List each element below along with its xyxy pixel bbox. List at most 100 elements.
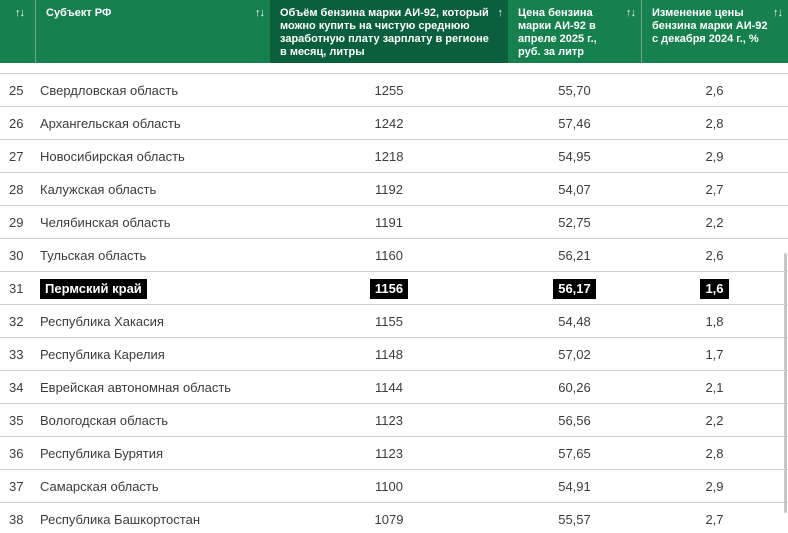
table-row: 36 Республика Бурятия 1123 57,65 2,8: [0, 437, 788, 470]
region-cell: Республика Башкортостан: [35, 512, 270, 527]
change-value: 2,8: [705, 115, 724, 131]
volume-value: 1191: [375, 214, 403, 230]
change-cell: 2,2: [641, 413, 788, 428]
volume-value: 1079: [374, 511, 404, 527]
sort-icon: ↑↓: [773, 7, 783, 19]
region-label: Республика Башкортостан: [40, 511, 200, 527]
table-row: 38 Республика Башкортостан 1079 55,57 2,…: [0, 503, 788, 533]
region-label: Вологодская область: [40, 412, 169, 428]
table-header: ↑↓ Субъект РФ ↑↓ Объём бензина марки АИ-…: [0, 0, 788, 63]
price-cell: 57,46: [508, 116, 641, 131]
sort-icon: ↑↓: [15, 7, 25, 19]
rank-cell: 35: [9, 412, 24, 428]
table-row: 31 Пермский край 1156 56,17 1,6: [0, 272, 788, 305]
volume-value: 1160: [375, 247, 403, 263]
region-cell: Республика Бурятия: [35, 446, 270, 461]
region-cell: Республика Хакасия: [35, 314, 270, 329]
volume-value: 1123: [375, 445, 403, 461]
price-cell: 52,75: [508, 215, 641, 230]
volume-cell: 1079: [270, 512, 508, 527]
change-cell: 2,6: [641, 248, 788, 263]
region-cell: Архангельская область: [35, 116, 270, 131]
table-row: 30 Тульская область 1160 56,21 2,6: [0, 239, 788, 272]
change-value: 2,7: [705, 511, 724, 527]
change-cell: 2,8: [641, 116, 788, 131]
volume-cell: 1123: [270, 446, 508, 461]
change-cell: 2,7: [641, 512, 788, 527]
volume-value: 1155: [375, 313, 403, 329]
change-cell: 2,6: [641, 83, 788, 98]
volume-value: 1255: [374, 82, 404, 98]
price-value: 54,07: [558, 181, 591, 197]
table-row: 26 Архангельская область 1242 57,46 2,8: [0, 107, 788, 140]
price-value: 60,26: [558, 379, 591, 395]
table-row: 28 Калужская область 1192 54,07 2,7: [0, 173, 788, 206]
price-cell: 56,56: [508, 413, 641, 428]
region-label: Еврейская автономная область: [40, 379, 232, 395]
rank-cell: 34: [9, 379, 24, 395]
region-cell: Челябинская область: [35, 215, 270, 230]
volume-cell: 1155: [270, 314, 508, 329]
volume-value: 1148: [375, 346, 403, 362]
volume-cell: 1144: [270, 380, 508, 395]
price-value: 52,75: [558, 214, 591, 230]
price-value: 54,48: [558, 313, 591, 329]
table-row: 32 Республика Хакасия 1155 54,48 1,8: [0, 305, 788, 338]
table-row: 34 Еврейская автономная область 1144 60,…: [0, 371, 788, 404]
price-value: 54,91: [558, 478, 591, 494]
volume-value: 1242: [374, 115, 404, 131]
price-value: 57,02: [558, 346, 591, 362]
rank-cell: 38: [9, 511, 24, 527]
change-value: 1,7: [705, 346, 724, 362]
price-value: 56,56: [558, 412, 591, 428]
price-value: 55,70: [558, 82, 591, 98]
table-body: 25 Свердловская область 1255 55,70 2,6 2…: [0, 73, 788, 533]
vertical-scrollbar-thumb[interactable]: [784, 253, 787, 513]
column-header-rank[interactable]: ↑↓: [0, 0, 35, 63]
column-header-price[interactable]: Цена бензина марки АИ-92 в апреле 2025 г…: [508, 0, 641, 63]
volume-cell: 1100: [270, 479, 508, 494]
column-header-region[interactable]: Субъект РФ ↑↓: [35, 0, 270, 63]
volume-cell: 1148: [270, 347, 508, 362]
region-cell: Тульская область: [35, 248, 270, 263]
price-cell: 57,65: [508, 446, 641, 461]
table-row: 33 Республика Карелия 1148 57,02 1,7: [0, 338, 788, 371]
price-cell: 57,02: [508, 347, 641, 362]
volume-cell: 1242: [270, 116, 508, 131]
change-cell: 2,1: [641, 380, 788, 395]
rank-cell: 28: [9, 181, 24, 197]
change-value: 1,6: [700, 278, 729, 299]
region-cell: Калужская область: [35, 182, 270, 197]
volume-cell: 1123: [270, 413, 508, 428]
change-cell: 2,7: [641, 182, 788, 197]
price-value: 54,95: [558, 148, 591, 164]
sort-asc-icon: ↑: [497, 7, 503, 19]
price-cell: 54,48: [508, 314, 641, 329]
column-header-change[interactable]: Изменение цены бензина марки АИ-92 с дек…: [641, 0, 788, 63]
region-cell: Вологодская область: [35, 413, 270, 428]
region-label: Республика Хакасия: [40, 313, 164, 329]
column-header-label: Изменение цены бензина марки АИ-92 с дек…: [652, 7, 768, 45]
change-cell: 2,2: [641, 215, 788, 230]
change-cell: 1,7: [641, 347, 788, 362]
rank-cell: 30: [9, 247, 24, 263]
region-label: Самарская область: [40, 478, 159, 494]
volume-cell: 1191: [270, 215, 508, 230]
rank-cell: 31: [9, 280, 24, 296]
rank-cell: 36: [9, 445, 24, 461]
table-row: 35 Вологодская область 1123 56,56 2,2: [0, 404, 788, 437]
column-header-volume[interactable]: Объём бензина марки АИ-92, который можно…: [270, 0, 508, 63]
region-label: Тульская область: [40, 247, 147, 263]
price-value: 57,65: [558, 445, 591, 461]
rank-cell: 32: [9, 313, 24, 329]
price-cell: 54,95: [508, 149, 641, 164]
region-label: Архангельская область: [40, 115, 181, 131]
change-cell: 1,6: [641, 278, 788, 299]
change-value: 2,2: [705, 412, 724, 428]
price-cell: 55,70: [508, 83, 641, 98]
table-row: 27 Новосибирская область 1218 54,95 2,9: [0, 140, 788, 173]
region-label: Республика Карелия: [40, 346, 165, 362]
change-cell: 2,9: [641, 479, 788, 494]
region-label: Калужская область: [40, 181, 157, 197]
change-value: 2,9: [705, 478, 724, 494]
